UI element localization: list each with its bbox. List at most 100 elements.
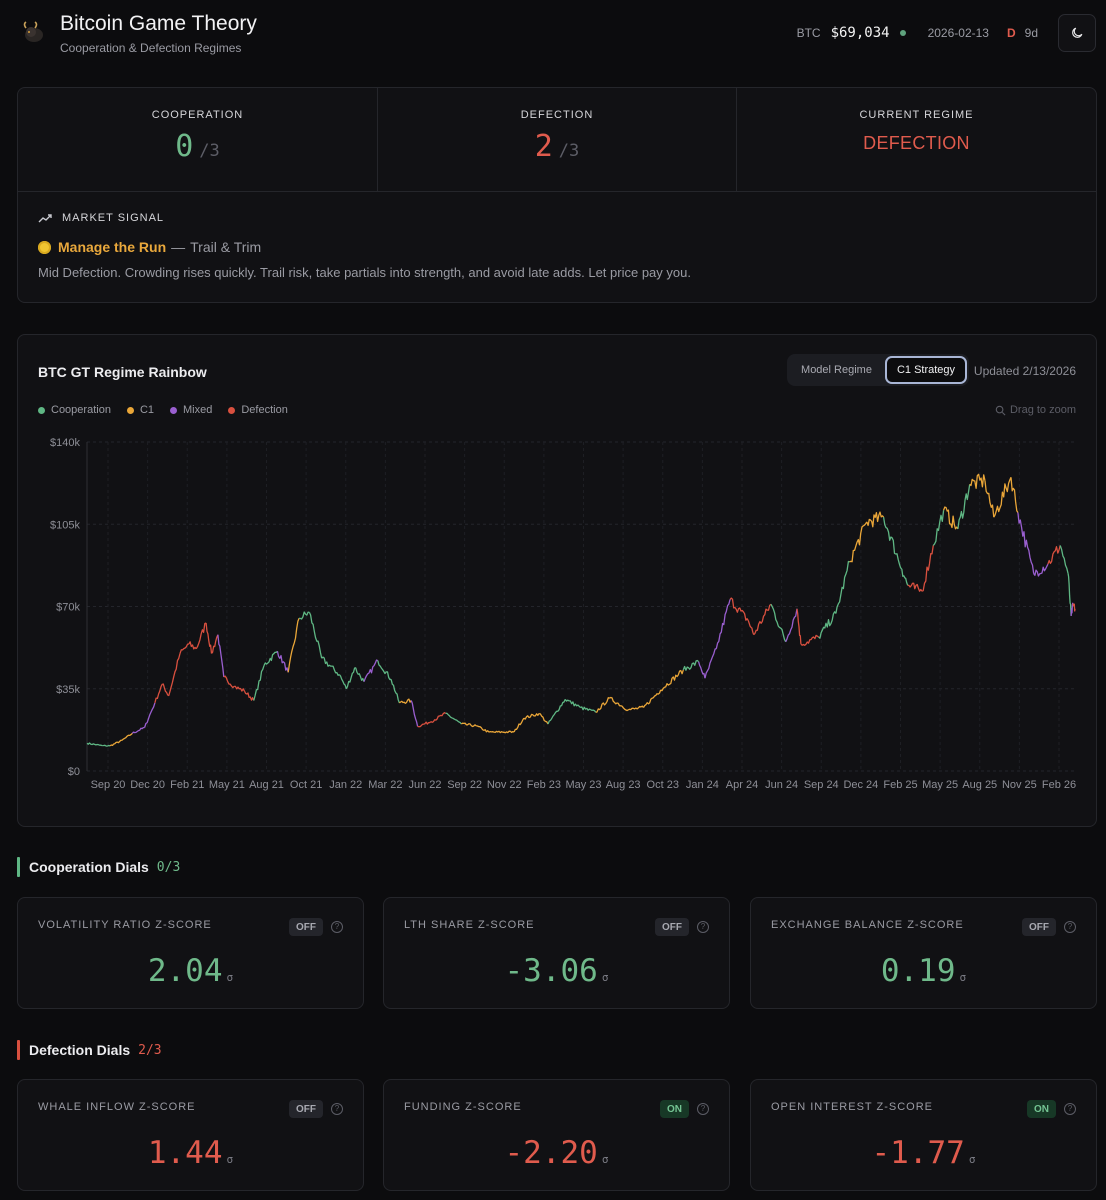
- price-segment-cooperation: [682, 659, 700, 671]
- price-segment-mixed: [1033, 563, 1049, 577]
- price-segment-defection: [1047, 545, 1061, 565]
- x-tick-label: May 25: [922, 779, 958, 791]
- price-segment-c1: [595, 697, 610, 713]
- help-icon[interactable]: ?: [697, 1103, 709, 1115]
- price-segment-mixed: [143, 702, 156, 728]
- price-segment-cooperation: [338, 674, 347, 689]
- regime-summary-card: COOPERATION 0/3 DEFECTION 2/3 CURRENT RE…: [17, 87, 1097, 303]
- price-segment-mixed: [1017, 512, 1035, 574]
- legend-dot: [228, 406, 236, 414]
- help-icon[interactable]: ?: [1064, 1103, 1076, 1115]
- price-segment-c1: [1010, 477, 1019, 513]
- dial-label: FUNDING Z-SCORE: [404, 1101, 522, 1113]
- price-segment-c1: [461, 722, 477, 728]
- legend-item-cooperation[interactable]: Cooperation: [38, 404, 111, 416]
- dial-label: OPEN INTEREST Z-SCORE: [771, 1101, 933, 1113]
- legend-item-c1[interactable]: C1: [126, 404, 154, 416]
- price-segment-mixed: [131, 726, 145, 734]
- price-segment-defection: [729, 597, 749, 621]
- dial-state-badge: ON: [660, 1100, 689, 1118]
- dial-value: 2.04 σ: [147, 953, 234, 989]
- dial-value: -1.77 σ: [871, 1135, 976, 1171]
- signal-dash: —: [171, 239, 186, 255]
- price-segment-cooperation: [263, 650, 278, 666]
- price-segment-mixed: [363, 659, 379, 682]
- price-segment-c1: [993, 477, 1012, 518]
- price-segment-mixed: [704, 648, 717, 679]
- regime-letter-badge: D: [1006, 26, 1016, 40]
- price-segment-mixed: [715, 599, 731, 649]
- help-icon[interactable]: ?: [1064, 921, 1076, 933]
- price-segment-c1: [849, 521, 868, 563]
- dial-value: -2.20 σ: [504, 1135, 609, 1171]
- x-tick-label: Nov 25: [1002, 779, 1037, 791]
- dial-volatility-ratio: VOLATILITY RATIO Z-SCORE OFF ? 2.04 σ: [17, 897, 364, 1009]
- price-segment-defection: [205, 622, 213, 654]
- y-tick-label: $105k: [50, 519, 80, 531]
- legend-item-defection[interactable]: Defection: [228, 404, 288, 416]
- x-tick-label: Jun 24: [765, 779, 798, 791]
- cooperation-label: COOPERATION: [151, 109, 244, 121]
- price-segment-defection: [417, 721, 432, 728]
- defection-label: DEFECTION: [520, 109, 594, 121]
- x-tick-label: Feb 23: [527, 779, 561, 791]
- regime-chart-card: BTC GT Regime Rainbow Model Regime C1 St…: [17, 334, 1097, 827]
- coin-icon: [38, 240, 51, 254]
- defection-count: 2: [534, 129, 553, 164]
- price-segment-cooperation: [308, 612, 323, 659]
- cooperation-dials-title: Cooperation Dials: [29, 859, 149, 875]
- divider: [18, 191, 1096, 192]
- help-icon[interactable]: ?: [697, 921, 709, 933]
- price-segment-cooperation: [932, 510, 945, 546]
- price-segment-defection: [195, 622, 207, 650]
- price-segment-defection: [800, 634, 820, 646]
- help-icon[interactable]: ?: [331, 1103, 343, 1115]
- x-tick-label: Oct 21: [290, 779, 322, 791]
- x-tick-label: Dec 20: [130, 779, 165, 791]
- y-tick-label: $35k: [56, 684, 80, 696]
- dial-label: WHALE INFLOW Z-SCORE: [38, 1101, 196, 1113]
- price-segment-defection: [188, 641, 197, 650]
- price-segment-defection: [753, 603, 772, 636]
- current-regime-stat: CURRENT REGIME DEFECTION: [737, 88, 1096, 191]
- legend-dot: [126, 406, 134, 414]
- market-signal-heading: MARKET SIGNAL: [38, 212, 164, 224]
- price-segment-defection: [430, 712, 447, 723]
- help-icon[interactable]: ?: [331, 921, 343, 933]
- price-segment-cooperation: [1059, 545, 1069, 574]
- price-segment-cooperation: [564, 698, 581, 709]
- price-segment-defection: [162, 683, 170, 697]
- dial-value: 1.44 σ: [147, 1135, 234, 1171]
- defection-dials-heading: Defection Dials 2/3: [17, 1040, 162, 1060]
- regime-age: 9d: [1024, 26, 1038, 40]
- price-segment-defection: [154, 683, 163, 704]
- defection-dials-count: 2/3: [138, 1042, 162, 1058]
- price-segment-c1: [969, 473, 986, 489]
- defection-stat: DEFECTION 2/3: [378, 88, 737, 191]
- x-tick-label: Sep 22: [447, 779, 482, 791]
- model-regime-tab[interactable]: Model Regime: [801, 364, 872, 376]
- c1-strategy-tab[interactable]: C1 Strategy: [885, 356, 967, 384]
- price-segment-c1: [642, 689, 662, 708]
- price-segment-cooperation: [901, 568, 909, 586]
- price-segment-mixed: [217, 634, 225, 678]
- cooperation-count: 0: [175, 129, 194, 164]
- chart-mode-toggle: Model Regime C1 Strategy: [787, 354, 969, 386]
- defection-total: /3: [558, 141, 580, 161]
- cooperation-stat: COOPERATION 0/3: [18, 88, 378, 191]
- trending-up-icon: [38, 214, 52, 223]
- theme-toggle-button[interactable]: [1058, 14, 1096, 52]
- price-segment-defection: [223, 675, 235, 689]
- dial-whale-inflow: WHALE INFLOW Z-SCORE OFF ? 1.44 σ: [17, 1079, 364, 1191]
- x-tick-label: Aug 23: [606, 779, 641, 791]
- x-tick-label: Mar 22: [368, 779, 402, 791]
- x-tick-label: Oct 23: [647, 779, 679, 791]
- current-regime-label: CURRENT REGIME: [859, 109, 974, 121]
- dial-state-badge: OFF: [655, 918, 689, 936]
- legend-item-mixed[interactable]: Mixed: [170, 404, 212, 416]
- price-chart[interactable]: $0 $35k $70k $105k $140k Sep 20 Dec 20 Feb 21 Ma…: [18, 430, 1096, 800]
- price-segment-c1: [488, 730, 515, 734]
- zoom-hint: Drag to zoom: [995, 404, 1076, 416]
- signal-name: Manage the Run: [58, 239, 167, 255]
- cooperation-dials-heading: Cooperation Dials 0/3: [17, 857, 180, 877]
